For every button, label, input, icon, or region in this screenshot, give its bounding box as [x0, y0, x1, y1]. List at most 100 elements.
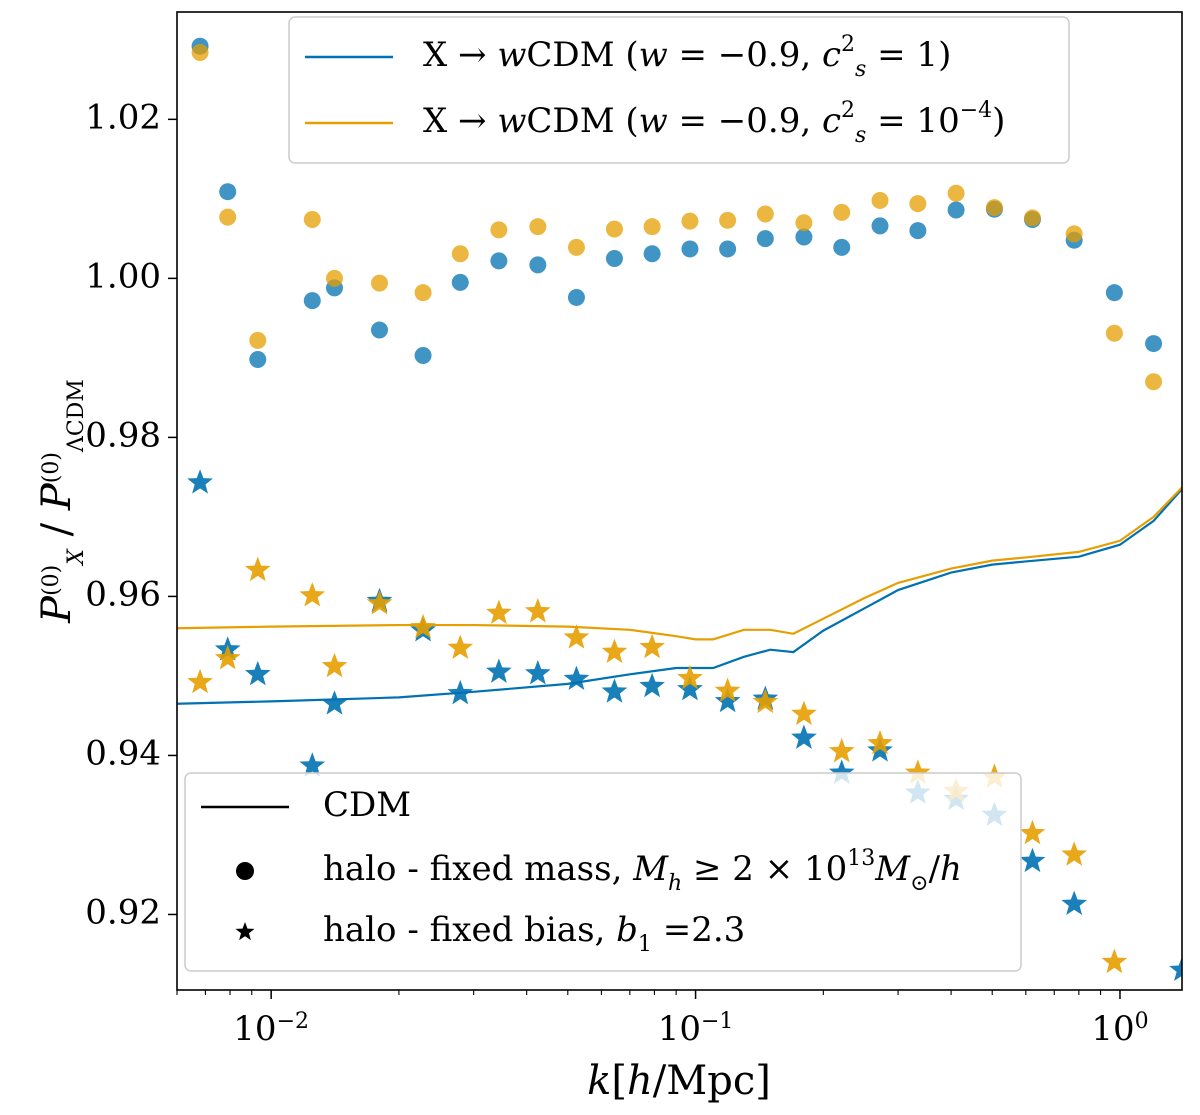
halo-bias-star	[867, 730, 893, 755]
halo-bias-star	[677, 675, 703, 701]
x-axis-title: k[h/Mpc]	[587, 1058, 771, 1104]
halo-bias-star	[1061, 890, 1088, 916]
halo-mass-point	[795, 228, 813, 246]
halo-mass-point	[909, 195, 927, 213]
y-axis-title: P(0)X / P(0)ΛCDM	[34, 379, 89, 624]
halo-mass-point	[605, 220, 623, 238]
cdm-line-1	[177, 486, 1182, 641]
halo-bias-star	[791, 700, 817, 726]
halo-bias-star	[639, 672, 665, 698]
halo-bias-star	[486, 658, 512, 683]
halo-bias-star	[791, 724, 817, 749]
halo-bias-star	[905, 759, 931, 784]
halo-bias-star	[447, 634, 474, 660]
y-tick-label: 1.02	[85, 97, 161, 137]
halo-points	[187, 37, 1182, 982]
halo-mass-point	[719, 211, 737, 229]
halo-mass-point	[833, 238, 851, 256]
halo-mass-point	[529, 218, 547, 236]
legend-label-wcdm-cs2-1: X → wCDM (w = −0.9, c2s = 1)	[423, 32, 951, 82]
legend-label-halo-fixed-mass: halo - fixed mass, Mh ≥ 2 × 1013M⊙/h	[323, 846, 962, 896]
y-tick-label: 1.00	[85, 256, 161, 296]
halo-bias-star	[601, 638, 628, 663]
halo-bias-star	[299, 582, 326, 607]
halo-mass-point	[249, 331, 267, 349]
halo-bias-star	[1169, 956, 1182, 982]
halo-mass-point	[871, 217, 889, 235]
halo-bias-star	[639, 633, 665, 659]
halo-mass-point	[1145, 335, 1163, 353]
halo-mass-point	[370, 274, 388, 292]
halo-mass-point	[490, 252, 508, 270]
halo-mass-point	[325, 269, 343, 287]
halo-mass-point	[191, 44, 209, 62]
legend-label-wcdm-cs2-1e-4: X → wCDM (w = −0.9, c2s = 10−4)	[423, 98, 1005, 148]
halo-bias-star	[601, 678, 628, 703]
cdm-line-0	[177, 488, 1182, 705]
halo-bias-star	[321, 690, 348, 715]
legend-tracers: CDM halo - fixed mass, Mh ≥ 2 × 1013M⊙/h…	[184, 772, 1022, 972]
halo-bias-star	[366, 590, 393, 615]
halo-bias-star	[299, 752, 326, 777]
halo-mass-point	[756, 205, 774, 223]
halo-mass-point	[303, 211, 321, 229]
halo-mass-point	[833, 203, 851, 221]
halo-bias-star	[1019, 847, 1046, 873]
halo-mass-point	[871, 191, 889, 209]
x-tick-label: 10−1	[658, 1009, 734, 1050]
halo-mass-point	[567, 288, 585, 306]
halo-mass-point	[795, 214, 813, 232]
halo-bias-star	[486, 599, 512, 625]
halo-mass-point	[451, 245, 469, 263]
halo-mass-point	[756, 230, 774, 248]
x-tick-label: 100	[1091, 1009, 1148, 1050]
halo-mass-point	[490, 221, 508, 239]
halo-bias-star	[410, 613, 436, 639]
halo-bias-star	[244, 556, 271, 582]
halo-mass-point	[1023, 209, 1041, 227]
halo-bias-star	[187, 668, 213, 694]
halo-mass-point	[643, 245, 661, 263]
halo-mass-point	[219, 208, 237, 226]
halo-bias-star	[867, 737, 893, 762]
y-tick-label: 0.92	[85, 892, 161, 932]
plot-frame	[176, 11, 1183, 991]
legend-star-marker	[235, 922, 255, 941]
halo-bias-star	[321, 652, 348, 678]
halo-mass-point	[947, 201, 965, 219]
x-tick-label: 10−2	[233, 1009, 309, 1050]
halo-bias-star	[525, 598, 551, 623]
halo-mass-point	[1145, 373, 1163, 391]
halo-mass-point	[370, 321, 388, 339]
halo-bias-star	[1061, 841, 1088, 866]
halo-mass-point	[909, 222, 927, 240]
halo-mass-point	[719, 240, 737, 258]
halo-mass-point	[1105, 324, 1123, 342]
halo-mass-point	[414, 346, 432, 364]
halo-bias-star	[563, 624, 590, 649]
y-axis: 0.92 0.94 0.96 0.98 1.00 1.02	[85, 97, 177, 932]
halo-bias-star	[563, 665, 590, 691]
halo-mass-point	[947, 184, 965, 202]
halo-bias-star	[525, 660, 551, 685]
halo-bias-star	[752, 688, 779, 714]
legend-tracers-box	[184, 772, 1022, 972]
halo-mass-point	[681, 240, 699, 258]
halo-bias-star	[828, 759, 855, 784]
legend-label-cdm: CDM	[323, 785, 411, 825]
halo-mass-point	[681, 212, 699, 230]
halo-mass-point	[303, 292, 321, 310]
halo-bias-star	[677, 664, 703, 690]
y-tick-label: 0.94	[85, 733, 161, 773]
y-tick-label: 0.98	[85, 415, 161, 455]
halo-bias-star	[187, 469, 213, 494]
x-axis: 10−2 10−1 100	[176, 990, 1149, 1050]
halo-bias-star	[714, 687, 741, 713]
halo-mass-point	[219, 183, 237, 201]
halo-mass-point	[1105, 284, 1123, 302]
y-tick-label: 0.96	[85, 574, 161, 614]
halo-bias-star	[1101, 948, 1128, 974]
halo-bias-star	[447, 679, 474, 705]
legend-circle-marker	[236, 862, 254, 880]
halo-mass-point	[529, 256, 547, 274]
